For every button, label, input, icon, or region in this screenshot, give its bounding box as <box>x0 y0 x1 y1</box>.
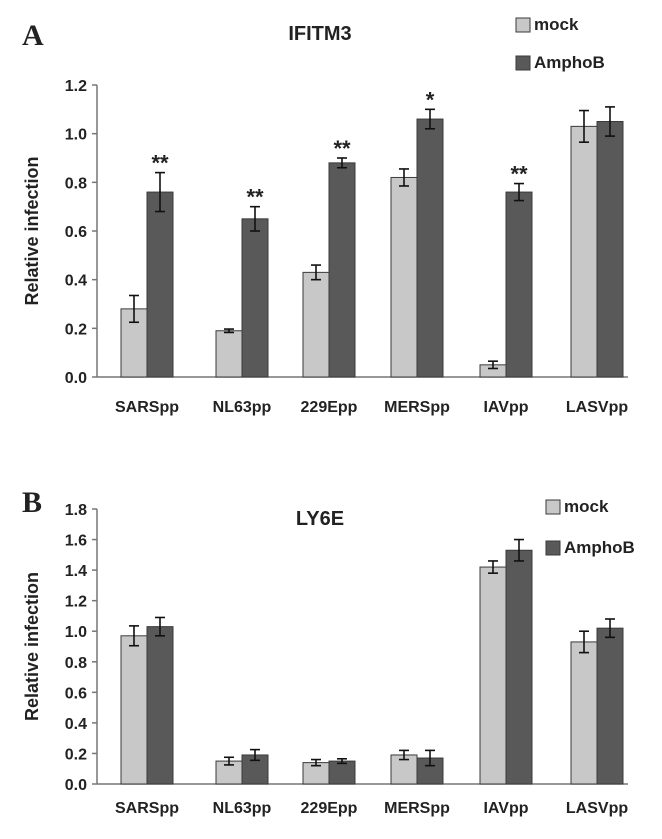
panel-a-bar-amphob <box>596 121 624 378</box>
panel-a-significance-label: ** <box>510 162 528 187</box>
panel-a-y-tick-label: 1.2 <box>65 78 87 95</box>
panel-a-x-tick-label: MERSpp <box>384 399 450 416</box>
panel-a-significance-label: ** <box>333 136 351 161</box>
panel-b-legend-swatch-amphob <box>545 540 561 556</box>
panel-b-x-tick-label: SARSpp <box>115 800 179 817</box>
panel-b-x-tick-label: MERSpp <box>384 800 450 817</box>
panel-a-y-tick-label: 0.4 <box>65 273 87 290</box>
panel-a-bar-amphob <box>146 191 174 378</box>
panel-b-x-tick-label: NL63pp <box>213 800 272 817</box>
panel-a-y-tick-label: 0.2 <box>65 321 87 338</box>
panel-a-significance-label: ** <box>151 151 169 176</box>
panel-b-y-axis-label: Relative infection <box>22 572 42 721</box>
panel-b-y-tick-label: 1.4 <box>65 563 87 580</box>
panel-a-bar-amphob <box>241 218 269 378</box>
panel-b-y-tick-label: 1.6 <box>65 533 87 550</box>
panel-b-x-tick-label: IAVpp <box>483 800 528 817</box>
panel-a-x-tick-label: IAVpp <box>483 399 528 416</box>
panel-b-y-tick-label: 0.8 <box>65 655 87 672</box>
panel-b-bar-amphob <box>146 626 174 785</box>
panel-a-legend-swatch-mock <box>515 17 531 33</box>
panel-a-bar-amphob <box>416 118 444 378</box>
panel-a-significance-label: * <box>426 87 435 112</box>
panel-a-bar-mock <box>302 271 330 378</box>
panel-b-bar-amphob <box>596 627 624 785</box>
panel-a-letter: A <box>22 19 44 52</box>
panel-b-x-tick-label: 229Epp <box>301 800 358 817</box>
panel-b-letter: B <box>22 486 42 519</box>
panel-b-bar-amphob <box>328 760 356 785</box>
panel-a-bar-mock <box>390 176 418 378</box>
panel-b-legend-label-amphob: AmphoB <box>564 538 635 557</box>
panel-a-x-tick-label: 229Epp <box>301 399 358 416</box>
panel-b-legend-swatch-mock <box>545 499 561 515</box>
panel-a-significance-label: ** <box>246 185 264 210</box>
panel-b-bar-amphob <box>505 549 533 785</box>
panel-a-x-tick-label: NL63pp <box>213 399 272 416</box>
panel-b-y-tick-label: 1.2 <box>65 594 87 611</box>
panel-b-y-tick-label: 0.6 <box>65 685 87 702</box>
panel-a-y-tick-label: 1.0 <box>65 127 87 144</box>
panel-b-y-tick-label: 0.4 <box>65 716 87 733</box>
panel-b-y-tick-label: 0.0 <box>65 777 87 794</box>
panel-a-y-tick-label: 0.0 <box>65 370 87 387</box>
panel-b-y-tick-label: 1.0 <box>65 624 87 641</box>
panel-a-bar-mock <box>215 330 243 378</box>
panel-a-title: IFITM3 <box>288 23 351 45</box>
panel-a-legend-label-amphob: AmphoB <box>534 53 605 72</box>
panel-a-bar-mock <box>570 125 598 378</box>
panel-b-y-tick-label: 0.2 <box>65 746 87 763</box>
panel-a-x-tick-label: SARSpp <box>115 399 179 416</box>
panel-b-x-tick-label: LASVpp <box>566 800 628 817</box>
panel-a-bar-amphob <box>328 162 356 378</box>
panel-b-title: LY6E <box>296 508 344 530</box>
panel-b-bar-mock <box>120 635 148 785</box>
panel-a-legend-label-mock: mock <box>534 15 579 34</box>
panel-b-bar-mock <box>570 641 598 785</box>
panel-b-bar-mock <box>479 566 507 785</box>
panel-a-legend-swatch-amphob <box>515 55 531 71</box>
panel-b-y-tick-label: 1.8 <box>65 502 87 519</box>
panel-a-y-axis-label: Relative infection <box>22 156 42 305</box>
panel-b-legend-label-mock: mock <box>564 497 609 516</box>
panel-a-bar-amphob <box>505 191 533 378</box>
panel-a-x-tick-label: LASVpp <box>566 399 628 416</box>
panel-a-y-tick-label: 0.6 <box>65 224 87 241</box>
panel-a-y-tick-label: 0.8 <box>65 175 87 192</box>
